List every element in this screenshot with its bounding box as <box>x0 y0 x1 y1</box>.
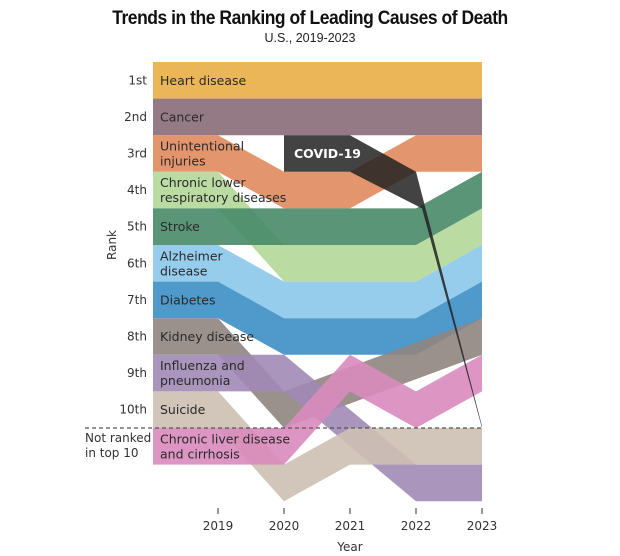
rank-tick-label: 2nd <box>124 110 147 124</box>
series-band-7 <box>153 318 482 428</box>
series-label: Cancer <box>160 109 205 124</box>
series-label: pneumonia <box>160 373 230 388</box>
x-tick-label: 2019 <box>203 519 234 533</box>
rank-tick-label: 4th <box>127 183 147 197</box>
series-band-1 <box>153 98 482 136</box>
rank-tick-label: 3rd <box>127 147 147 161</box>
series-label: respiratory diseases <box>160 190 286 205</box>
series-label: Chronic liver disease <box>160 431 290 446</box>
series-label: Suicide <box>160 402 206 417</box>
series-band-3 <box>153 171 482 282</box>
rank-tick-label: 8th <box>127 330 147 344</box>
series-band-4 <box>153 171 482 245</box>
series-label: Unintentional <box>160 139 244 154</box>
x-tick-label: 2022 <box>401 519 432 533</box>
rank-tick-label: 7th <box>127 293 147 307</box>
chart-title: Trends in the Ranking of Leading Causes … <box>112 8 508 29</box>
series-label: and cirrhosis <box>160 446 240 461</box>
series-label: Chronic lower <box>160 175 246 190</box>
rank-tick-label: 6th <box>127 256 147 270</box>
series-band-2 <box>153 135 482 209</box>
rank-tick-label: 10th <box>119 403 147 417</box>
series-band-10 <box>153 354 482 465</box>
rank-tick-label: 1st <box>128 73 147 87</box>
y-axis-label: Rank <box>105 230 119 260</box>
x-axis-label: Year <box>336 540 362 554</box>
series-label: Stroke <box>160 219 200 234</box>
series-label: Heart disease <box>160 73 247 88</box>
rank-tick-label: 9th <box>127 366 147 380</box>
series-band-6 <box>153 281 482 355</box>
not-ranked-label: in top 10 <box>85 446 139 460</box>
x-tick-label: 2020 <box>269 519 300 533</box>
rank-tick-label: 5th <box>127 220 147 234</box>
series-label: COVID-19 <box>294 146 361 161</box>
x-tick-label: 2023 <box>467 519 498 533</box>
series-label: Diabetes <box>160 292 216 307</box>
series-band-11 <box>284 135 482 428</box>
not-ranked-label: Not ranked <box>85 431 151 445</box>
series-label: disease <box>160 263 208 278</box>
series-band-0 <box>153 62 482 99</box>
series-label: Kidney disease <box>160 329 254 344</box>
series-band-5 <box>153 245 482 319</box>
series-label: Influenza and <box>160 358 245 373</box>
x-tick-label: 2021 <box>335 519 366 533</box>
series-label: injuries <box>160 154 206 169</box>
series-label: Alzheimer <box>160 248 224 263</box>
chart-subtitle: U.S., 2019-2023 <box>264 31 356 45</box>
series-band-9 <box>153 391 482 502</box>
